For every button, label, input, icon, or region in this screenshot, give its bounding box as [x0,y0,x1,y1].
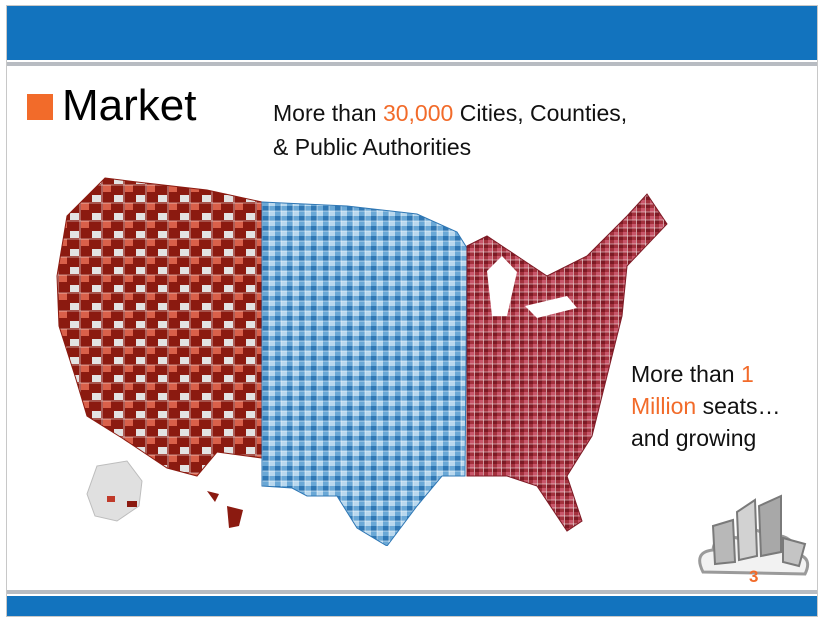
slide-title: Market [62,81,197,130]
page-number: 3 [749,567,759,586]
west-region [56,177,263,477]
central-region [261,201,468,546]
subtitle-number: 30,000 [382,100,454,126]
title-bullet-square [27,94,53,120]
side-prefix: More than [631,361,741,387]
alaska-region [86,460,143,522]
hawaii-region [207,491,243,528]
subtitle-prefix: More than [273,100,383,126]
us-map-icon [56,177,668,546]
subtitle-line2: & Public Authorities [273,134,472,160]
subtitle-rest: Cities, Counties, [453,100,628,126]
side-number-2: Million [631,393,697,419]
seats-callout: More than 1 Million seats… and growing [631,358,801,454]
side-rest: seats… [696,393,781,419]
footer-bar [7,596,817,616]
subtitle: More than 30,000 Cities, Counties, & Pub… [273,96,673,164]
side-line3: and growing [631,425,757,451]
city-cloud-logo-icon [698,494,810,576]
footer-divider [7,590,817,594]
header-bar [7,6,817,60]
east-region [466,193,668,532]
slide: Market More than 30,000 Cities, Counties… [6,5,818,617]
side-number-1: 1 [740,361,754,387]
header-divider [7,62,817,66]
